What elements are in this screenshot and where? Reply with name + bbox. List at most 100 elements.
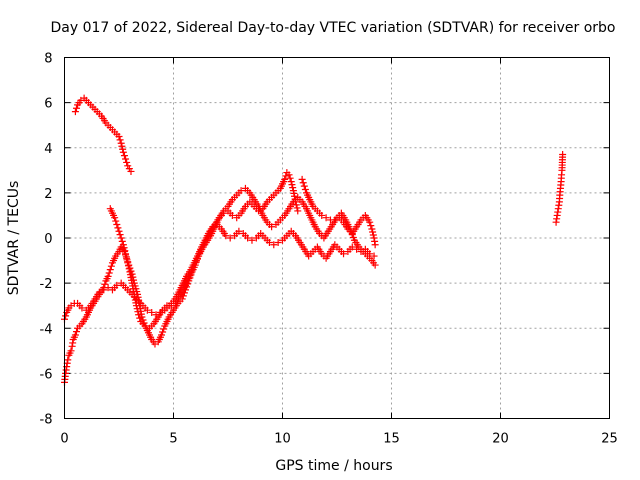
data-point	[285, 171, 293, 179]
data-point	[100, 286, 108, 294]
data-point	[274, 239, 282, 247]
data-point	[265, 239, 273, 247]
x-tick-label: 10	[274, 432, 291, 447]
data-point	[148, 308, 156, 316]
data-point-trace	[367, 222, 375, 230]
data-point	[122, 155, 130, 163]
y-tick-label: 2	[44, 187, 52, 202]
data-point	[115, 227, 123, 235]
data-point-trace	[286, 174, 294, 182]
data-point	[119, 148, 127, 156]
data-point	[119, 241, 127, 249]
data-point	[71, 108, 79, 116]
data-point-trace	[293, 204, 301, 212]
data-point	[287, 178, 295, 186]
data-point	[357, 248, 365, 256]
data-point	[117, 139, 125, 147]
data-point	[559, 151, 567, 159]
y-tick-label: 0	[44, 232, 52, 247]
data-point	[124, 259, 132, 267]
y-tick-label: -4	[40, 322, 53, 337]
data-point	[113, 220, 121, 228]
data-point-trace	[369, 231, 377, 239]
data-point-trace	[121, 247, 129, 255]
data-point	[95, 288, 103, 296]
data-point	[71, 331, 79, 339]
data-point	[222, 232, 230, 240]
data-point-trace	[289, 184, 297, 192]
data-point	[268, 223, 276, 231]
data-point-trace	[125, 265, 133, 273]
data-point	[167, 302, 175, 310]
data-point	[228, 211, 236, 219]
data-point	[371, 261, 379, 269]
data-point	[255, 207, 263, 215]
data-point	[135, 311, 143, 319]
data-point-trace	[62, 312, 70, 320]
data-point-trace	[112, 217, 120, 225]
data-point	[322, 214, 330, 222]
data-point-trace	[101, 280, 109, 288]
data-point	[270, 241, 278, 249]
data-point	[113, 281, 121, 289]
data-point-trace	[124, 262, 132, 270]
data-point	[106, 266, 114, 274]
data-point-trace	[116, 136, 124, 144]
data-point	[220, 209, 228, 217]
data-point-trace	[72, 104, 80, 112]
data-point-trace	[120, 152, 128, 160]
data-point-trace	[301, 185, 309, 193]
data-point-trace	[105, 269, 113, 277]
data-point	[115, 132, 123, 140]
data-point	[366, 218, 374, 226]
x-tick-label: 25	[601, 432, 618, 447]
data-point	[158, 331, 166, 339]
y-tick-label: 4	[44, 142, 52, 157]
data-point-trace	[292, 201, 300, 209]
x-tick-label: 15	[383, 432, 400, 447]
data-point	[340, 250, 348, 258]
data-point-trace	[369, 228, 377, 236]
y-tick-label: 6	[44, 97, 52, 112]
x-axis-label: GPS time / hours	[275, 458, 392, 474]
data-point-trace	[159, 328, 167, 336]
x-tick-label: 20	[492, 432, 509, 447]
data-point-trace	[118, 142, 126, 150]
y-axis-label: SDTVAR / TECUs	[6, 181, 22, 296]
y-tick-labels: -8 -6 -4 -2 0 2 4 6 8	[40, 52, 53, 428]
data-point	[111, 214, 119, 222]
y-tick-label: -8	[40, 413, 53, 428]
y-tick-label: -2	[40, 277, 53, 292]
y-tick-label: -6	[40, 367, 53, 382]
data-point	[235, 227, 243, 235]
data-point	[348, 243, 356, 251]
data-point	[281, 175, 289, 183]
data-point-trace	[118, 237, 126, 245]
data-point	[237, 187, 245, 195]
data-point	[331, 216, 339, 224]
data-point	[300, 182, 308, 190]
data-point	[127, 167, 135, 175]
data-point-trace	[123, 256, 131, 264]
x-tick-label: 5	[169, 432, 177, 447]
data-point	[292, 198, 300, 206]
data-point	[122, 250, 130, 258]
data-point	[244, 234, 252, 242]
data-point	[132, 302, 140, 310]
data-point-trace	[160, 325, 168, 333]
data-point	[141, 322, 149, 330]
data-point	[294, 207, 302, 215]
x-tick-labels: 0 5 10 15 20 25	[60, 432, 617, 447]
data-point-trace	[136, 314, 144, 322]
data-point-trace	[123, 158, 131, 166]
data-point	[371, 241, 379, 249]
data-point	[117, 234, 125, 242]
data-point-trace	[134, 308, 142, 316]
data-point-trace	[122, 253, 130, 261]
data-point	[64, 356, 72, 364]
data-point-trace	[282, 172, 290, 180]
data-point-trace	[299, 179, 307, 187]
data-point-trace	[116, 231, 124, 239]
data-point	[78, 304, 86, 312]
